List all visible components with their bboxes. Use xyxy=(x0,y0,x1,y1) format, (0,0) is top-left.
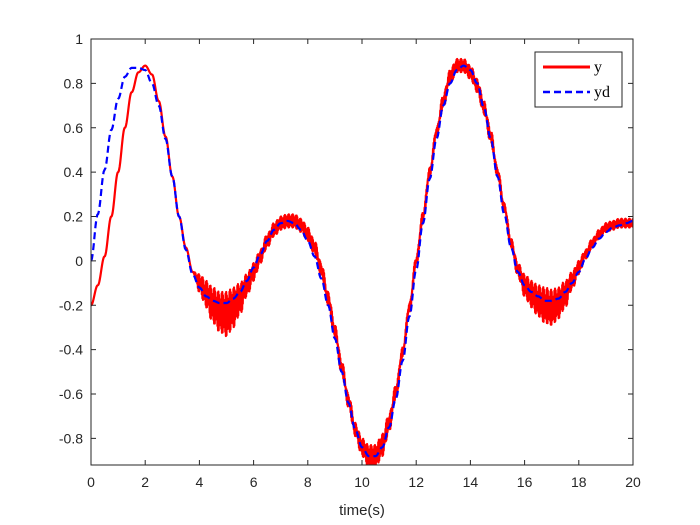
x-tick-label: 4 xyxy=(196,474,204,490)
y-tick-label: 0.8 xyxy=(64,75,84,91)
legend-label-y: y xyxy=(594,59,602,76)
y-tick-label: 0 xyxy=(75,253,83,269)
legend-label-yd: yd xyxy=(594,84,610,101)
x-tick-label: 14 xyxy=(463,474,479,490)
y-tick-label: 1 xyxy=(75,31,83,47)
x-axis-label: time(s) xyxy=(339,502,385,519)
x-tick-label: 8 xyxy=(304,474,312,490)
x-tick-label: 12 xyxy=(408,474,424,490)
x-tick-label: 0 xyxy=(87,474,95,490)
x-tick-label: 6 xyxy=(250,474,258,490)
y-tick-label: -0.8 xyxy=(59,430,83,446)
x-tick-label: 2 xyxy=(141,474,149,490)
y-tick-label: -0.2 xyxy=(59,297,83,313)
x-tick-label: 16 xyxy=(517,474,533,490)
x-tick-label: 10 xyxy=(354,474,370,490)
ticks-layer: 0 2 4 6 8 10 12 14 16 18 20 -0.8 -0.6 -0.4 -0.2 0 0.2 0.4… xyxy=(59,31,641,490)
x-tick-label: 18 xyxy=(571,474,587,490)
y-tick-label: -0.4 xyxy=(59,342,83,358)
x-tick-label: 20 xyxy=(625,474,641,490)
series-layer xyxy=(91,57,633,465)
series-line-yd xyxy=(91,64,633,458)
y-tick-label: -0.6 xyxy=(59,386,83,402)
plot-area xyxy=(91,39,633,465)
legend-box xyxy=(534,51,623,108)
y-tick-label: 0.2 xyxy=(64,209,84,225)
y-tick-label: 0.6 xyxy=(64,120,84,136)
legend: y yd xyxy=(534,51,623,108)
y-tick-label: 0.4 xyxy=(64,164,84,180)
